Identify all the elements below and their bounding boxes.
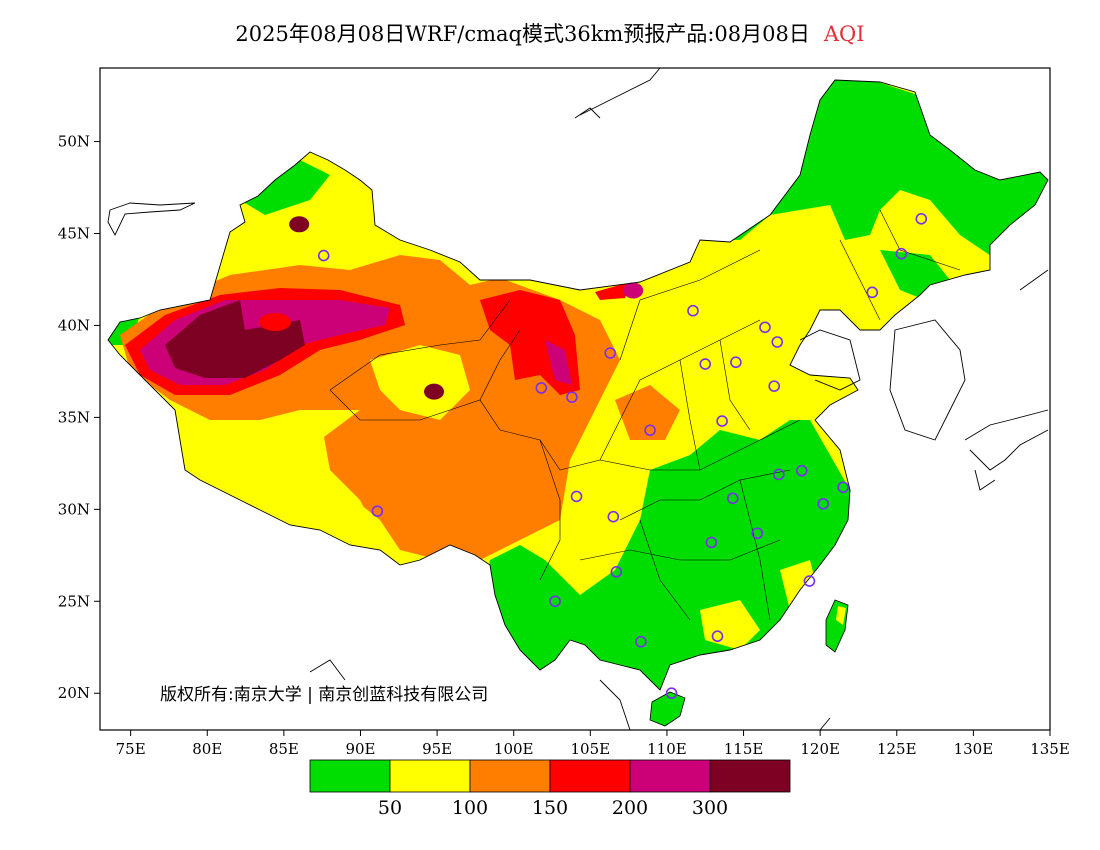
city-marker xyxy=(771,336,784,348)
lon-tick-label: 85E xyxy=(269,740,299,758)
title-variable: AQI xyxy=(823,22,865,46)
lon-tick-label: 80E xyxy=(192,740,222,758)
city-marker xyxy=(795,464,808,477)
city-marker xyxy=(607,510,620,523)
longitude-axis: 75E 80E 85E 90E 95E 100E 105E 110E 115E 120E 125E 1… xyxy=(116,730,1070,758)
legend-label: 50 xyxy=(378,797,402,819)
aqi-hotspots xyxy=(220,216,644,400)
city-marker xyxy=(915,212,928,225)
lat-tick-label: 40N xyxy=(58,316,90,334)
city-marker xyxy=(730,356,742,369)
city-marker xyxy=(699,358,712,370)
hainan-island xyxy=(649,691,686,727)
legend-swatch xyxy=(469,759,551,793)
aqi-region-orange-central xyxy=(615,385,680,440)
legend-swatch xyxy=(389,759,471,793)
city-marker xyxy=(803,575,816,587)
aqi-hotspot xyxy=(623,282,644,299)
lon-tick-label: 135E xyxy=(1030,740,1070,758)
city-marker xyxy=(716,415,728,427)
color-legend: 50 100 150 200 300 xyxy=(309,759,791,819)
latitude-axis: 20N 25N 30N 35N 40N 45N 50N xyxy=(58,133,100,702)
city-marker xyxy=(566,391,578,403)
city-marker xyxy=(549,595,561,608)
aqi-hotspot xyxy=(424,383,445,400)
city-marker xyxy=(895,247,908,260)
city-marker xyxy=(759,321,771,334)
city-marker xyxy=(371,505,384,517)
aqi-region-purple-gansu xyxy=(545,340,572,385)
lon-tick-label: 110E xyxy=(647,740,687,758)
city-marker xyxy=(837,481,849,494)
lon-tick-label: 130E xyxy=(954,740,994,758)
copyright-text: 版权所有:南京大学 | 南京创蓝科技有限公司 xyxy=(160,685,489,705)
aqi-region-green-north-xj xyxy=(240,160,330,215)
map-frame xyxy=(99,67,1051,731)
city-marker xyxy=(635,635,647,648)
lat-tick-label: 50N xyxy=(58,133,90,151)
city-marker xyxy=(570,490,583,503)
lat-tick-label: 35N xyxy=(58,408,90,426)
lat-tick-label: 30N xyxy=(58,500,90,518)
city-marker xyxy=(535,382,548,394)
legend-swatch xyxy=(629,759,711,793)
city-marker xyxy=(751,527,764,540)
china-border xyxy=(107,79,1049,691)
lon-tick-label: 120E xyxy=(800,740,840,758)
lon-tick-label: 105E xyxy=(571,740,611,758)
aqi-region-green-northeast xyxy=(700,80,1048,262)
legend-swatch xyxy=(309,759,391,793)
city-marker xyxy=(644,424,656,437)
aqi-hotspot xyxy=(526,357,547,374)
city-marker xyxy=(604,347,617,359)
lat-tick-label: 20N xyxy=(58,684,90,702)
city-marker xyxy=(817,498,830,510)
legend-label: 150 xyxy=(532,797,568,819)
aqi-region-yellow-south xyxy=(700,600,760,650)
lat-tick-label: 25N xyxy=(58,592,90,610)
city-marker xyxy=(610,566,623,578)
lon-tick-label: 100E xyxy=(494,740,534,758)
legend-label: 100 xyxy=(452,797,488,819)
city-marker xyxy=(727,492,739,505)
city-marker xyxy=(866,286,879,299)
city-markers xyxy=(317,212,928,700)
city-marker xyxy=(705,536,718,549)
lon-tick-label: 115E xyxy=(724,740,764,758)
city-marker xyxy=(768,380,780,392)
lon-tick-label: 95E xyxy=(422,740,452,758)
aqi-hotspot xyxy=(220,332,241,349)
taiwan-yellow xyxy=(836,606,846,625)
map-title: 2025年08月08日WRF/cmaq模式36km预报产品:08月08日 AQI xyxy=(0,18,1100,48)
title-main: 2025年08月08日WRF/cmaq模式36km预报产品:08月08日 xyxy=(235,22,810,46)
aqi-region-red-hole xyxy=(259,313,291,331)
legend-label: 200 xyxy=(612,797,648,819)
aqi-region-yellow-qh xyxy=(370,345,470,420)
aqi-region-red-nm xyxy=(595,282,630,300)
city-marker xyxy=(317,249,330,262)
lon-tick-label: 125E xyxy=(877,740,917,758)
city-marker xyxy=(665,687,678,700)
city-marker xyxy=(687,304,699,317)
legend-swatch xyxy=(549,759,631,793)
city-marker xyxy=(772,468,785,481)
lon-tick-label: 90E xyxy=(345,740,375,758)
aqi-field xyxy=(108,80,1048,690)
lon-tick-label: 75E xyxy=(116,740,146,758)
legend-swatch xyxy=(709,759,791,793)
legend-label: 300 xyxy=(692,797,728,819)
lat-tick-label: 45N xyxy=(58,225,90,243)
aqi-hotspot xyxy=(289,216,310,233)
neighbor-coastlines xyxy=(107,68,1049,730)
province-boundaries xyxy=(329,209,961,621)
city-marker xyxy=(711,630,724,643)
